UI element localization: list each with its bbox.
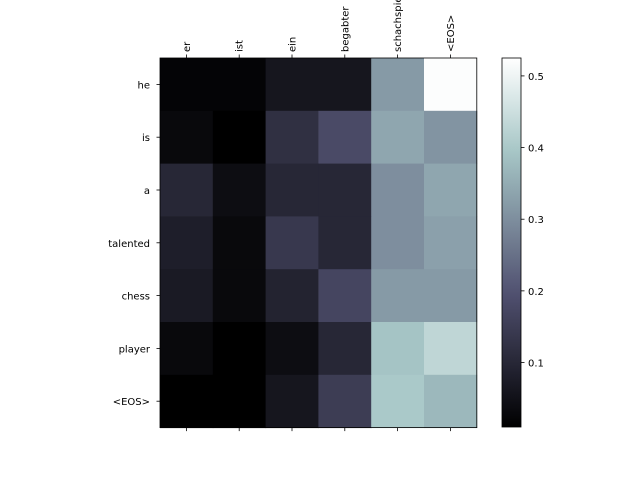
heatmap-cell [212, 163, 267, 217]
heatmap-cell [160, 110, 214, 165]
heatmap-cell [212, 269, 267, 323]
x-tick-label: ein [288, 37, 299, 52]
heatmap-cell [371, 216, 425, 270]
heatmap-cell [424, 216, 478, 270]
heatmap-cell [424, 269, 478, 323]
heatmap-cell [265, 374, 319, 429]
heatmap-cell [160, 216, 214, 270]
heatmap-cell [318, 322, 372, 376]
heatmap-cell [160, 163, 214, 217]
heatmap-cell [265, 58, 319, 112]
heatmap-cell [371, 163, 425, 217]
heatmap-cell [265, 163, 319, 217]
x-tick-label: <EOS> [446, 15, 457, 52]
x-tick-label: schachspieler [393, 0, 404, 52]
heatmap-plot [159, 57, 478, 429]
x-tick-label: begabter [340, 6, 351, 52]
colorbar-gradient [501, 57, 522, 428]
heatmap-cell [424, 58, 478, 112]
heatmap-cell [212, 110, 267, 165]
colorbar-tick-label: 0.2 [528, 287, 544, 298]
y-tick-label: he [138, 80, 151, 91]
colorbar-tick-label: 0.5 [528, 72, 544, 83]
colorbar: 0.1 0.2 0.3 0.4 0.5 [501, 57, 544, 428]
heatmap-cell [318, 269, 372, 323]
heatmap-cell [160, 58, 214, 112]
heatmap-cell [160, 374, 214, 429]
heatmap-cell [371, 374, 425, 429]
x-axis-bottom [185, 427, 451, 432]
heatmap-cell [424, 163, 478, 217]
heatmap-cell [424, 322, 478, 376]
heatmap-cell [371, 58, 425, 112]
x-tick-label: ist [235, 40, 246, 52]
heatmap-cell [265, 216, 319, 270]
y-tick-label: chess [122, 292, 150, 303]
heatmap-cell [318, 216, 372, 270]
y-tick-label: player [119, 344, 151, 355]
heatmap-cell [371, 110, 425, 165]
colorbar-tick-label: 0.1 [528, 359, 544, 370]
y-tick-label: talented [108, 239, 150, 250]
y-tick-label: is [142, 133, 150, 144]
heatmap-cell [160, 322, 214, 376]
heatmap-cell [212, 322, 267, 376]
heatmap-cell [318, 374, 372, 429]
heatmap-cell [318, 58, 372, 112]
heatmap-cell [212, 216, 267, 270]
x-tick-label: er [182, 41, 193, 52]
heatmap-cell [265, 110, 319, 165]
heatmap-cell [265, 322, 319, 376]
heatmap-cell [212, 58, 267, 112]
heatmap-cell [160, 269, 214, 323]
colorbar-tick-label: 0.3 [528, 215, 544, 226]
heatmap-cell [318, 163, 372, 217]
heatmap-cell [424, 374, 478, 429]
heatmap-cell [265, 269, 319, 323]
x-axis-top: er ist ein begabter schachspieler <EOS> [182, 0, 457, 58]
y-tick-label: a [144, 186, 150, 197]
y-axis: he is a talented chess player <EOS> [108, 80, 160, 408]
y-tick-label: <EOS> [113, 397, 150, 408]
heatmap-cell [424, 110, 478, 165]
heatmap-cell [371, 269, 425, 323]
heatmap-cell [318, 110, 372, 165]
heatmap-cell [371, 322, 425, 376]
colorbar-tick-label: 0.4 [528, 144, 544, 155]
heatmap-cell [212, 374, 267, 429]
